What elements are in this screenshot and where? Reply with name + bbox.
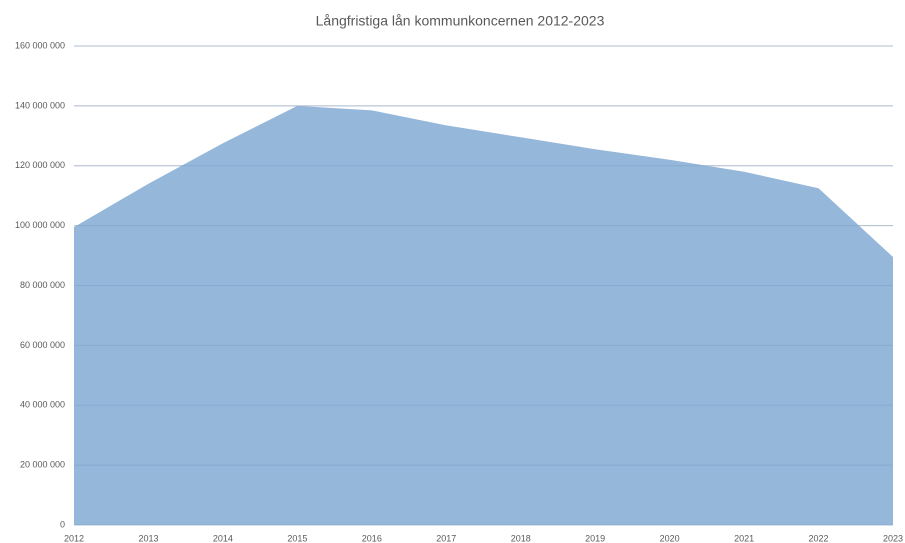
x-tick-label: 2021 <box>734 533 754 543</box>
x-tick-label: 2015 <box>287 533 307 543</box>
y-tick-label: 60 000 000 <box>20 340 65 350</box>
x-tick-label: 2018 <box>511 533 531 543</box>
x-tick-label: 2020 <box>660 533 680 543</box>
x-tick-label: 2012 <box>64 533 84 543</box>
area <box>74 105 893 525</box>
x-tick-label: 2014 <box>213 533 233 543</box>
y-tick-label: 140 000 000 <box>15 100 65 110</box>
y-tick-label: 20 000 000 <box>20 460 65 470</box>
y-tick-label: 0 <box>60 519 65 529</box>
x-tick-label: 2022 <box>809 533 829 543</box>
x-tick-label: 2019 <box>585 533 605 543</box>
y-tick-label: 120 000 000 <box>15 160 65 170</box>
chart-title: Långfristiga lån kommunkoncernen 2012-20… <box>316 13 605 29</box>
x-tick-label: 2016 <box>362 533 382 543</box>
x-tick-label: 2013 <box>138 533 158 543</box>
y-tick-label: 40 000 000 <box>20 400 65 410</box>
x-tick-label: 2023 <box>883 533 903 543</box>
y-tick-label: 80 000 000 <box>20 280 65 290</box>
y-tick-label: 160 000 000 <box>15 40 65 50</box>
y-tick-label: 100 000 000 <box>15 220 65 230</box>
x-tick-label: 2017 <box>436 533 456 543</box>
